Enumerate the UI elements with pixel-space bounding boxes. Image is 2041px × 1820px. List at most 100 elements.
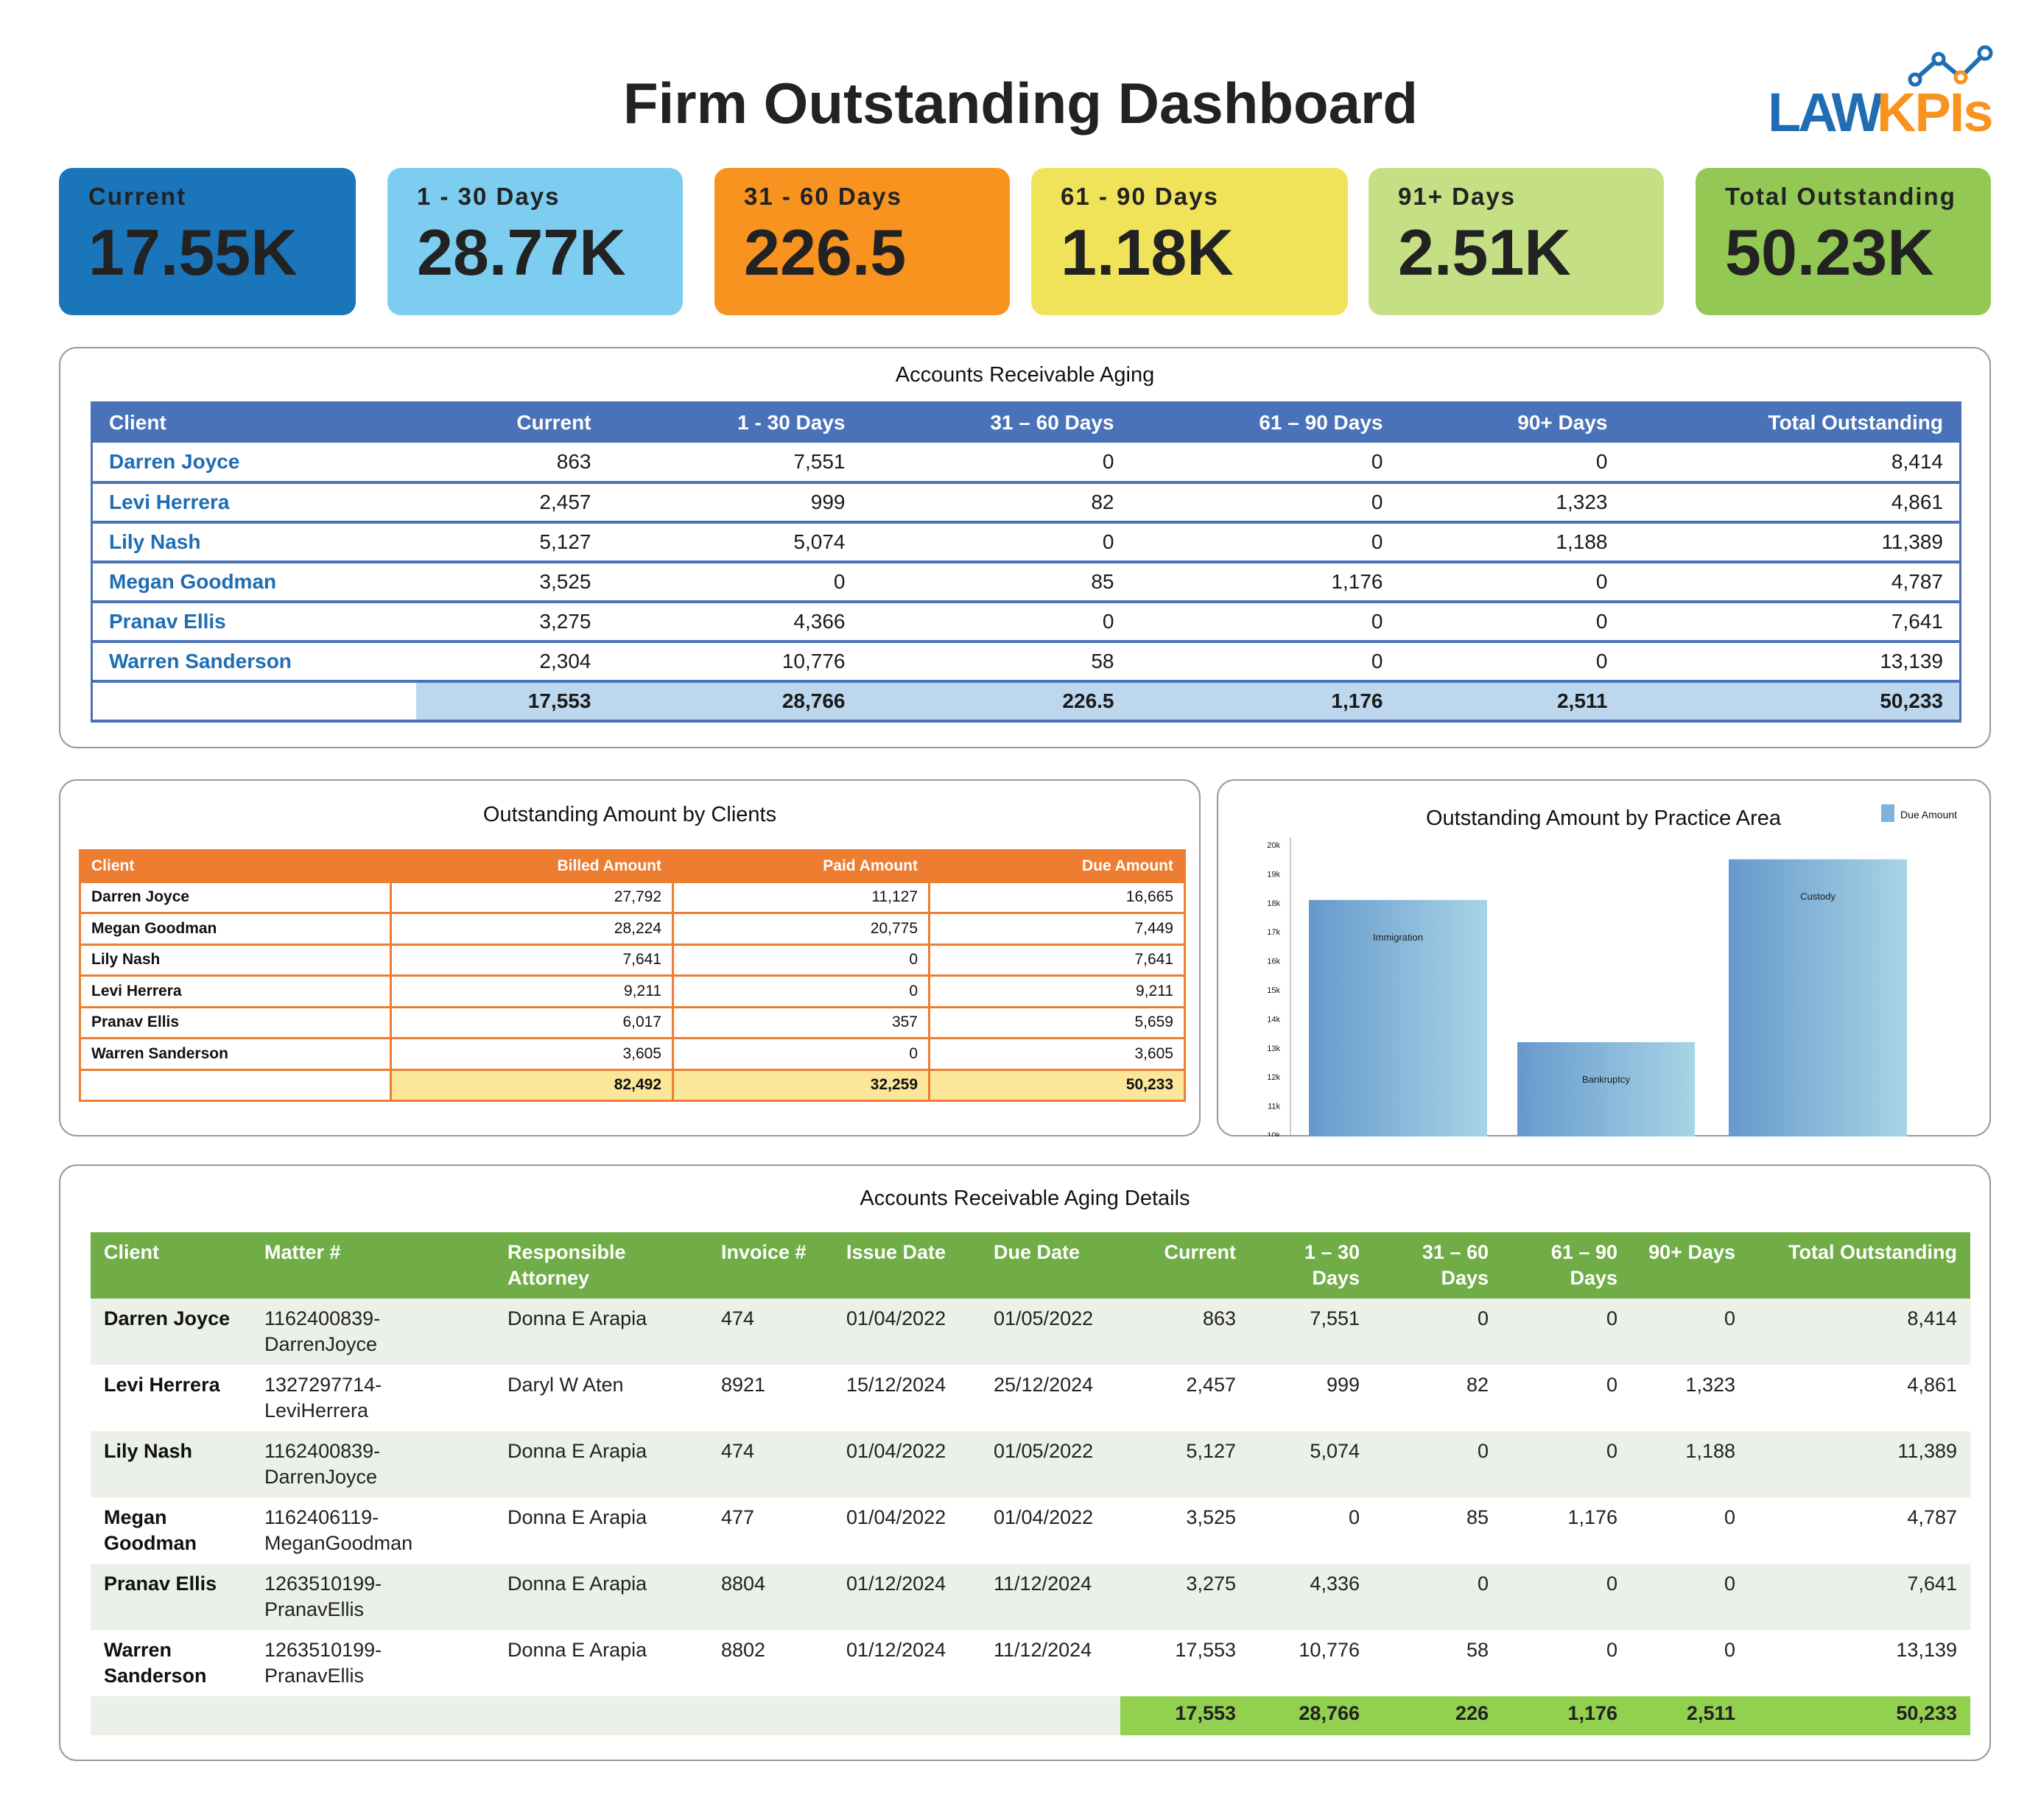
column-header[interactable]: 1 – 30 Days — [1249, 1232, 1373, 1299]
bar-label: Bankruptcy — [1582, 1074, 1631, 1085]
table-cell: 0 — [1399, 601, 1624, 643]
table-cell: 0 — [1348, 1506, 1360, 1528]
table-cell: 0 — [1373, 1299, 1502, 1365]
legend-swatch — [1881, 804, 1894, 822]
client-name-cell[interactable]: Levi Herrera — [91, 482, 416, 524]
column-header[interactable]: Billed Amount — [390, 849, 674, 883]
table-cell: 1327297714-LeviHerrera — [264, 1374, 382, 1422]
table-cell: 17,553 — [1175, 1639, 1236, 1661]
column-header[interactable]: Due Date — [980, 1232, 1120, 1299]
table-cell: 0 — [1130, 482, 1399, 524]
table-cell: 863 — [1120, 1299, 1249, 1365]
table-cell: 01/05/2022 — [980, 1299, 1120, 1365]
table-cell: 0 — [1399, 561, 1624, 603]
table-cell: 7,641 — [390, 943, 674, 977]
column-header[interactable]: Current — [415, 402, 608, 443]
table-cell: 0 — [1502, 1431, 1631, 1497]
y-tick-label: 13k — [1267, 1044, 1280, 1053]
table-cell: 7,551 — [607, 442, 862, 484]
table-cell: 11/12/2024 — [994, 1639, 1092, 1661]
table-cell: 4,861 — [1623, 482, 1961, 524]
column-header[interactable]: Current — [1120, 1232, 1249, 1299]
table-cell: 5,127 — [415, 521, 608, 563]
bar-custody[interactable] — [1729, 859, 1907, 1136]
column-header[interactable]: Total Outstanding — [1749, 1232, 1970, 1299]
table-cell: 3,525 — [415, 561, 608, 603]
header-row: Client Current 1 - 30 Days 31 – 60 Days 61 –… — [91, 402, 1961, 443]
table-row: Lily Nash 1162400839-DarrenJoyce Donna E A… — [91, 1431, 1970, 1497]
client-name-cell[interactable]: Lily Nash — [91, 521, 416, 563]
table-cell: 20,775 — [672, 912, 930, 946]
column-header[interactable]: Issue Date — [833, 1232, 980, 1299]
total-cell — [494, 1696, 708, 1735]
table-row: Pranav Ellis 3,275 4,366 0 0 0 7,641 — [91, 601, 1961, 643]
table-cell: 863 — [415, 442, 608, 484]
y-tick-label: 17k — [1267, 928, 1280, 937]
table-cell: 8804 — [708, 1564, 833, 1630]
table-cell: 11/12/2024 — [980, 1564, 1120, 1630]
y-tick-label: 12k — [1267, 1073, 1280, 1082]
table-cell: Donna E Arapia — [494, 1431, 708, 1497]
kpi-value: 17.55K — [88, 216, 298, 289]
column-header[interactable]: Total Outstanding — [1623, 402, 1961, 443]
column-header[interactable]: 31 – 60 Days — [861, 402, 1131, 443]
table-cell: Donna E Arapia — [507, 1639, 647, 1661]
column-header[interactable]: 90+ Days — [1399, 402, 1624, 443]
table-row: Lily Nash 5,127 5,074 0 0 1,188 11,389 — [91, 521, 1961, 563]
column-header[interactable]: Invoice # — [708, 1232, 833, 1299]
table-cell: 4,366 — [607, 601, 862, 643]
table-cell: 5,659 — [928, 1005, 1186, 1039]
column-header[interactable]: Due Amount — [928, 849, 1186, 883]
column-header[interactable]: 61 – 90 Days — [1130, 402, 1399, 443]
column-header[interactable]: Paid Amount — [672, 849, 930, 883]
total-cell: 2,511 — [1399, 681, 1624, 723]
totals-row: 17,553 28,766 226 1,176 2,511 50,233 — [91, 1696, 1970, 1735]
totals-row: 17,553 28,766 226.5 1,176 2,511 50,233 — [91, 681, 1961, 723]
client-name-cell: Warren Sanderson — [104, 1639, 207, 1687]
column-header[interactable]: 1 - 30 Days — [607, 402, 862, 443]
table-cell: 0 — [672, 943, 930, 977]
total-cell: 226.5 — [861, 681, 1131, 723]
total-cell — [833, 1696, 980, 1735]
table-cell: 0 — [1502, 1299, 1631, 1365]
column-header[interactable]: Responsible Attorney — [494, 1232, 708, 1299]
column-header[interactable]: Client — [91, 402, 416, 443]
column-header[interactable]: 31 – 60 Days — [1373, 1232, 1502, 1299]
table-cell: 2,457 — [1186, 1374, 1236, 1396]
practice-area-chart: Outstanding Amount by Practice Area Due A… — [1267, 804, 1957, 1136]
table-cell: 15/12/2024 — [846, 1374, 946, 1396]
table-cell: 8802 — [721, 1639, 766, 1661]
client-name-cell[interactable]: Pranav Ellis — [91, 601, 416, 643]
bar-immigration[interactable] — [1309, 899, 1487, 1136]
table-cell: 8921 — [721, 1374, 766, 1396]
y-tick-label: 14k — [1267, 1015, 1280, 1024]
table-cell: 13,139 — [1896, 1639, 1957, 1661]
client-name-cell[interactable]: Warren Sanderson — [91, 641, 416, 683]
total-cell: 17,553 — [415, 681, 608, 723]
table-cell: 1,323 — [1685, 1374, 1735, 1396]
column-header[interactable]: 61 – 90 Days — [1502, 1232, 1631, 1299]
kpi-card: 1 - 30 Days 28.77K — [387, 168, 683, 315]
column-header[interactable]: Matter # — [251, 1232, 494, 1299]
table-cell: 0 — [1631, 1564, 1749, 1630]
table-row: Levi Herrera 1327297714-LeviHerrera Daryl … — [91, 1365, 1970, 1431]
bar-bankruptcy[interactable] — [1517, 1041, 1695, 1136]
total-cell: 17,553 — [1120, 1696, 1249, 1735]
table-row: Darren Joyce 863 7,551 0 0 0 8,414 — [91, 442, 1961, 484]
total-cell — [980, 1696, 1120, 1735]
table-cell: 0 — [1399, 442, 1624, 484]
total-cell — [251, 1696, 494, 1735]
table-row: Megan Goodman 3,525 0 85 1,176 0 4,787 — [91, 561, 1961, 603]
table-cell: 27,792 — [390, 880, 674, 914]
table-cell: 3,275 — [415, 601, 608, 643]
kpi-label: 61 - 90 Days — [1061, 183, 1219, 210]
client-name-cell[interactable]: Megan Goodman — [91, 561, 416, 603]
column-header[interactable]: Client — [79, 849, 392, 883]
column-header[interactable]: Client — [91, 1232, 251, 1299]
kpi-value: 1.18K — [1061, 216, 1234, 289]
table-cell: 4,787 — [1907, 1506, 1957, 1528]
total-cell — [708, 1696, 833, 1735]
client-name-cell[interactable]: Darren Joyce — [91, 442, 416, 484]
column-header[interactable]: 90+ Days — [1631, 1232, 1749, 1299]
table-cell: 3,605 — [390, 1037, 674, 1071]
